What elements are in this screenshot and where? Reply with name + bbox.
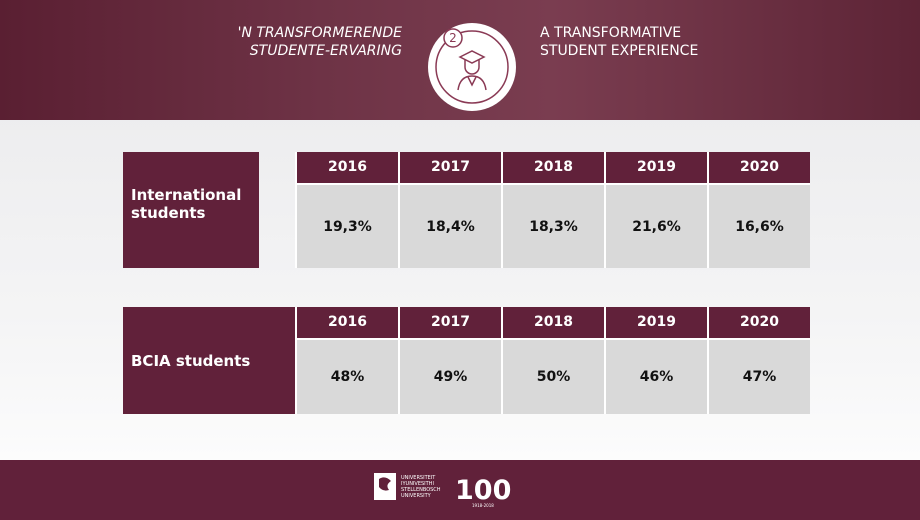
column-header: 2019 xyxy=(604,307,707,338)
logo-text: UNIVERSITY xyxy=(401,493,432,499)
logo-text: UNIVERSITEIT xyxy=(401,475,436,481)
column-header: 2017 xyxy=(398,152,501,183)
row-label: International students xyxy=(123,152,259,268)
table-cell: 46% xyxy=(604,338,707,414)
column-header: 2018 xyxy=(501,152,604,183)
table-cell: 47% xyxy=(707,338,810,414)
table-cell: 48% xyxy=(295,338,398,414)
title-line: A TRANSFORMATIVE xyxy=(540,25,682,41)
table-cell: 16,6% xyxy=(707,183,810,268)
table: International students 2016 2017 2018 2019 20… xyxy=(123,152,810,268)
icon: 2 xyxy=(428,23,516,111)
table-cell: 18,4% xyxy=(398,183,501,268)
table-cell: 18,3% xyxy=(501,183,604,268)
table-cell: 21,6% xyxy=(604,183,707,268)
column-header: 2017 xyxy=(398,307,501,338)
title-line: 'N TRANSFORMERENDE xyxy=(237,25,402,41)
centenary: 100 xyxy=(455,475,511,506)
column-header: 2019 xyxy=(604,152,707,183)
header-right-title: A TRANSFORMATIVE STUDENT EXPERIENCE xyxy=(540,24,698,60)
logo: UNIVERSITEIT IYUNIVESITHI STELLENBOSCH U… xyxy=(374,473,511,508)
icon-number: 2 xyxy=(449,31,457,45)
column-header: 2018 xyxy=(501,307,604,338)
footer: UNIVERSITEIT IYUNIVESITHI STELLENBOSCH U… xyxy=(0,460,920,520)
column-header: 2016 xyxy=(295,152,398,183)
logo-text: STELLENBOSCH xyxy=(401,487,441,493)
logo-text: IYUNIVESITHI xyxy=(401,481,434,487)
column-header: 2016 xyxy=(295,307,398,338)
table: BCIA students 2016 2017 2018 2019 2020 48% 49% 5… xyxy=(123,307,810,414)
title-line: STUDENT EXPERIENCE xyxy=(540,43,699,59)
row-label: BCIA students xyxy=(123,307,295,414)
table-cell: 50% xyxy=(501,338,604,414)
table-cell: 19,3% xyxy=(295,183,398,268)
table-cell: 49% xyxy=(398,338,501,414)
centenary-years: 1918-2018 xyxy=(472,503,494,508)
column-header: 2020 xyxy=(707,307,810,338)
header-left-title: 'N TRANSFORMERENDE STUDENTE-ERVARING xyxy=(238,24,402,60)
header: 'N TRANSFORMERENDE STUDENTE-ERVARING 2 A… xyxy=(0,0,920,120)
column-header: 2020 xyxy=(707,152,810,183)
title-line: STUDENTE-ERVARING xyxy=(249,43,402,59)
